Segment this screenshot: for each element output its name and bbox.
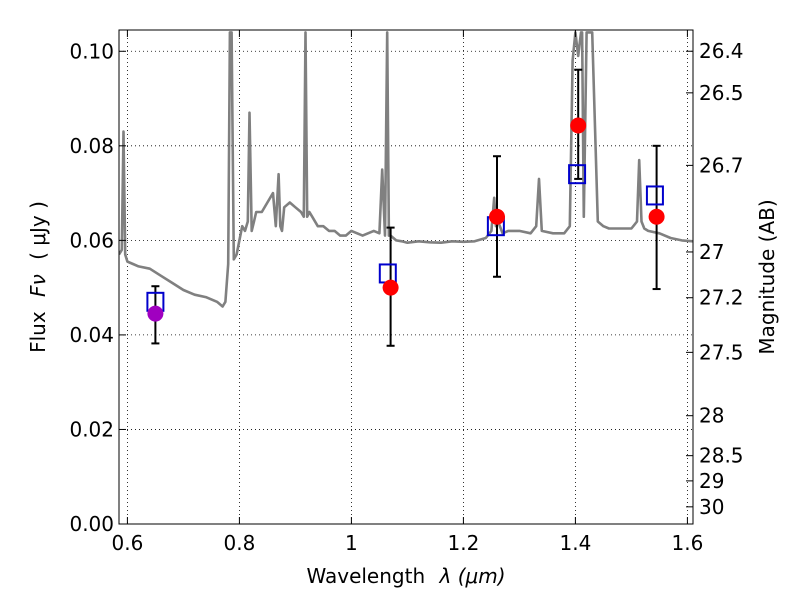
observed-photometry-point (147, 305, 164, 322)
observed-photometry-point (570, 117, 587, 134)
model-spectrum-layer (119, 31, 693, 308)
right-tick-label: 28 (699, 404, 724, 428)
right-tick-label: 27.2 (699, 286, 744, 310)
right-tick-label: 30 (699, 495, 724, 519)
y-tick-label: 0.04 (69, 323, 114, 347)
x-tick-label: 1.6 (671, 531, 703, 555)
x-tick-label: 0.8 (223, 531, 255, 555)
plot-frame (118, 29, 694, 525)
y-tick-label: 0.10 (69, 39, 114, 63)
right-tick-label: 27 (699, 240, 724, 264)
observed-photometry-point (489, 208, 505, 225)
right-tick-label: 28.5 (699, 444, 744, 468)
y-tick-label: 0.00 (69, 512, 114, 536)
right-tick-label: 26.5 (699, 81, 744, 105)
x-tick-label: 1 (345, 531, 358, 555)
y-tick-label: 0.06 (69, 228, 114, 252)
x-tick-label: 1.4 (559, 531, 591, 555)
x-axis-label: Wavelength (306, 564, 425, 588)
right-axis-title: Magnitude (AB) (755, 199, 779, 354)
y-tick-label: 0.02 (69, 417, 114, 441)
observed-photometry-layer (147, 117, 665, 322)
x-tick-label: 1.2 (447, 531, 479, 555)
y-axis-title: Flux Fν ( μJy ) (26, 201, 50, 353)
model-photometry-square (378, 263, 397, 284)
right-tick-label: 26.7 (699, 153, 744, 177)
right-tick-label: 29 (699, 469, 724, 493)
right-tick-label: 26.4 (699, 39, 744, 63)
y-tick-label: 0.08 (69, 134, 114, 158)
x-axis-ticks: 0.6 0.8 1 1.2 1.4 1.6 (111, 30, 703, 555)
y-axis-label-math: Fν (26, 274, 50, 297)
observed-photometry-point (382, 279, 399, 296)
model-photometry-square (568, 164, 587, 185)
y-axis-ticks: 0.00 0.02 0.04 0.06 0.08 0.10 (69, 39, 126, 536)
model-photometry-square (645, 185, 664, 206)
observed-photometry-point (648, 208, 665, 225)
x-tick-label: 0.6 (111, 531, 143, 555)
model-spectrum-line (119, 31, 693, 308)
model-photometry-layer (146, 164, 664, 312)
y-axis-label: Flux (26, 311, 50, 353)
x-axis-title: Wavelength λ (μm) (306, 564, 505, 588)
x-axis-label-math: λ (μm) (439, 564, 506, 588)
right-tick-label: 27.5 (699, 340, 744, 364)
grid-lines (119, 30, 693, 524)
y-axis-unit: ( μJy ) (26, 201, 50, 260)
